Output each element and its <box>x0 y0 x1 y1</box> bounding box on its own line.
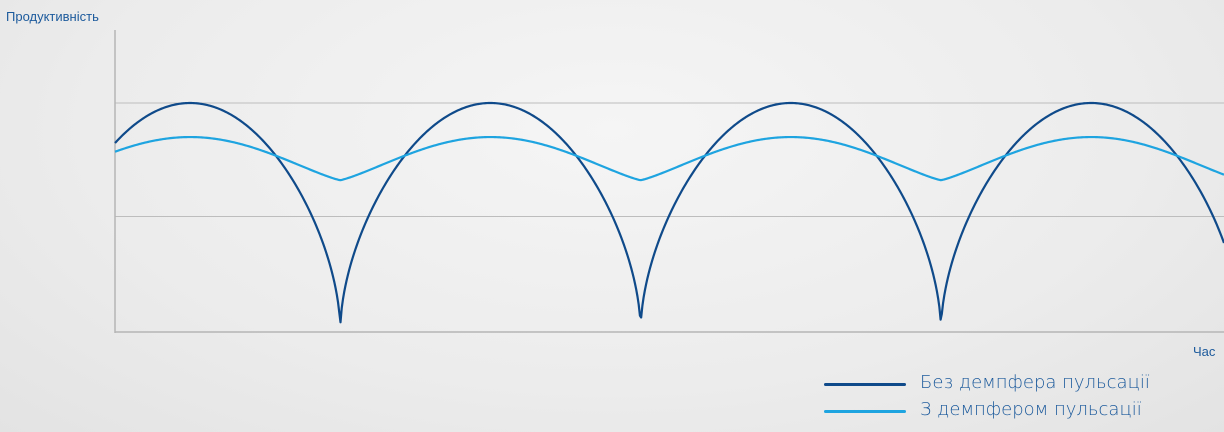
legend-item-with-damper: З демпфером пульсації <box>824 399 1220 426</box>
legend-item-no-damper: Без демпфера пульсації <box>824 372 1220 399</box>
grid-layer <box>115 102 1224 217</box>
series-line-with-damper <box>114 135 1224 182</box>
legend: Без демпфера пульсації З демпфером пульс… <box>824 372 1220 426</box>
legend-swatch-no-damper <box>824 383 906 386</box>
x-axis-label: Час <box>1193 344 1216 359</box>
legend-swatch-with-damper <box>824 410 906 413</box>
legend-label-with-damper: З демпфером пульсації <box>920 399 1142 420</box>
series-layer <box>114 101 1224 324</box>
legend-label-no-damper: Без демпфера пульсації <box>920 372 1150 393</box>
y-axis-label: Продуктивність <box>6 9 99 24</box>
series-line-no-damper <box>114 101 1224 324</box>
